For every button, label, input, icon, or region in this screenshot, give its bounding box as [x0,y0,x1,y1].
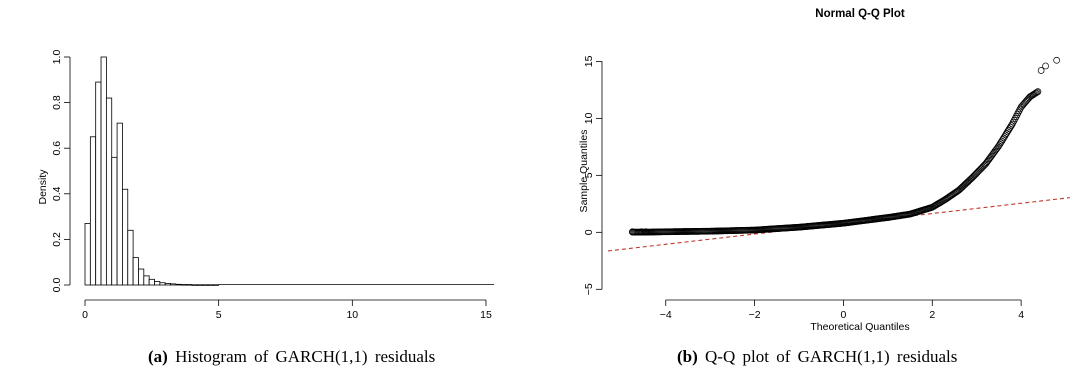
histogram-axes: 0 5 10 15 0.0 0.2 0.4 0.6 0.8 1.0 [51,50,492,321]
histogram-chart: 0 5 10 15 0.0 0.2 0.4 0.6 0.8 1.0 Density [37,50,494,321]
histogram-y-tick-label: 0.2 [51,232,63,247]
histogram-y-tick-label: 0.0 [51,278,63,293]
histogram-bar [186,284,193,286]
qq-y-tick-label: −5 [583,283,595,295]
qq-plot-chart: Normal Q-Q Plot −4 −2 0 2 4 −5 0 5 10 15 Theoreti… [578,8,1071,333]
qq-x-axis-title: Theoretical Quantiles [810,321,909,333]
histogram-bar [95,81,102,286]
histogram-bar [138,268,145,286]
qq-point [1009,118,1017,126]
caption-b-text: Q-Q plot of GARCH(1,1) residuals [705,347,958,366]
qq-x-tick-label: 2 [929,309,935,321]
histogram-x-tick-label: 15 [480,309,492,321]
qq-y-tick-label: 5 [583,172,595,178]
histogram-y-tick-label: 0.6 [51,141,63,156]
qq-point [1033,88,1041,96]
qq-x-tick-label: 0 [841,309,847,321]
caption-b-tag: (b) [677,347,698,366]
histogram-y-tick-label: 0.8 [51,95,63,110]
qq-y-tick-label: 0 [583,229,595,235]
histogram-bars [84,56,494,286]
histogram-bar [84,223,91,286]
histogram-bar [116,122,123,286]
qq-point [1042,62,1049,70]
histogram-bar [164,283,171,286]
qq-point [1053,56,1061,64]
qq-point [1012,113,1020,120]
caption-a-text: Histogram of GARCH(1,1) residuals [175,347,436,366]
histogram-bar [175,283,182,286]
histogram-bar [111,156,118,286]
histogram-y-axis-title: Density [37,169,49,205]
qq-x-tick-label: −2 [749,309,761,321]
qq-plot-title: Normal Q-Q Plot [815,8,905,20]
histogram-x-tick-label: 0 [82,309,88,321]
histogram-bar [154,281,161,286]
qq-x-tick-label: 4 [1018,309,1024,321]
qq-point [1013,111,1021,118]
caption-a: (a) Histogram of GARCH(1,1) residuals [148,347,435,367]
caption-b: (b) Q-Q plot of GARCH(1,1) residuals [677,347,957,367]
qq-points [629,56,1061,236]
qq-point [1037,67,1045,74]
histogram-bar [122,188,129,286]
histogram-bar [212,284,220,286]
histogram-bar [105,97,113,286]
histogram-bar [207,284,214,286]
qq-point [629,228,636,236]
histogram-bar [159,282,166,286]
qq-point [637,228,645,236]
histogram-bar [89,136,97,286]
qq-point [1010,116,1018,124]
qq-reference-line [607,197,1071,252]
qq-point [642,228,650,236]
histogram-bar [132,257,139,286]
qq-axes: −4 −2 0 2 4 −5 0 5 10 15 [583,55,1024,321]
qq-point [1011,115,1019,122]
histogram-x-tick-label: 10 [346,309,358,321]
qq-point [1007,122,1015,129]
histogram-bar [127,229,134,286]
histogram-bar [196,284,204,286]
histogram-bar [148,278,155,286]
caption-a-tag: (a) [148,347,168,366]
histogram-y-tick-label: 1.0 [51,50,63,65]
qq-point [1032,89,1040,97]
histogram-x-tick-label: 5 [216,309,222,321]
qq-y-tick-label: 10 [583,112,595,124]
qq-point [1015,107,1023,115]
histogram-bar [170,283,177,286]
qq-x-tick-label: −4 [660,309,672,321]
qq-point [1034,88,1042,96]
histogram-bar [143,275,150,286]
histogram-y-tick-label: 0.4 [51,186,63,201]
histogram-bar [202,284,209,286]
histogram-bar [180,284,187,286]
qq-point [1008,120,1016,128]
histogram-bar [100,56,107,286]
qq-point [1014,109,1022,117]
qq-y-tick-label: 15 [583,55,595,67]
histogram-bar [191,284,198,286]
qq-y-axis-title: Sample Quantiles [578,130,590,213]
